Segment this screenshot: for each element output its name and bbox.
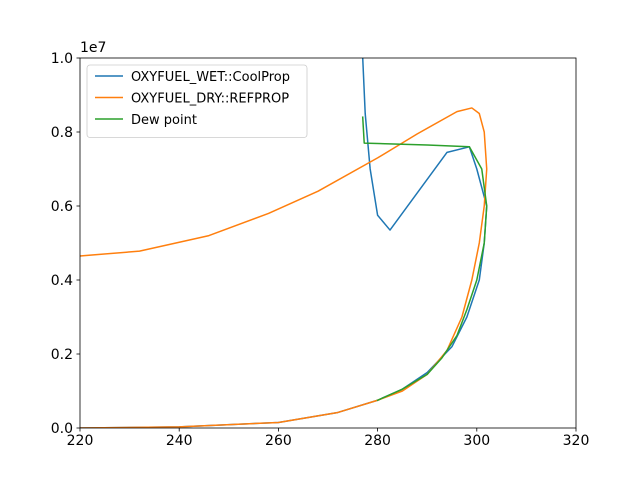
series-layer	[80, 58, 488, 428]
x-tick-label: 280	[364, 433, 391, 449]
y-tick-label: 0.0	[51, 421, 73, 437]
legend-label: OXYFUEL_DRY::REFPROP	[131, 92, 289, 107]
x-tick-label: 260	[265, 433, 292, 449]
y-tick-label: 0.2	[51, 347, 73, 363]
series-line-2	[361, 116, 488, 402]
x-tick-label: 300	[463, 433, 490, 449]
x-tick-label: 240	[166, 433, 193, 449]
y-offset-label: 1e7	[80, 40, 106, 56]
y-tick-label: 1.0	[51, 51, 73, 67]
legend-label: Dew point	[131, 113, 197, 128]
y-tick-label: 0.4	[51, 273, 73, 289]
y-tick-label: 0.8	[51, 125, 73, 141]
legend-label: OXYFUEL_WET::CoolProp	[131, 70, 290, 85]
x-tick-label: 320	[563, 433, 590, 449]
x-tick-label: 220	[67, 433, 94, 449]
y-tick-label: 0.6	[51, 199, 73, 215]
axes-layer: 220 240 260 280 300 320 0.0 0.2 0.4 0.6 0.8 1.0	[51, 51, 590, 449]
series-line-1	[80, 107, 488, 428]
legend: OXYFUEL_WET::CoolPropOXYFUEL_DRY::REFPRO…	[86, 64, 308, 138]
axes-frame	[79, 57, 577, 429]
legend-box	[86, 64, 308, 138]
